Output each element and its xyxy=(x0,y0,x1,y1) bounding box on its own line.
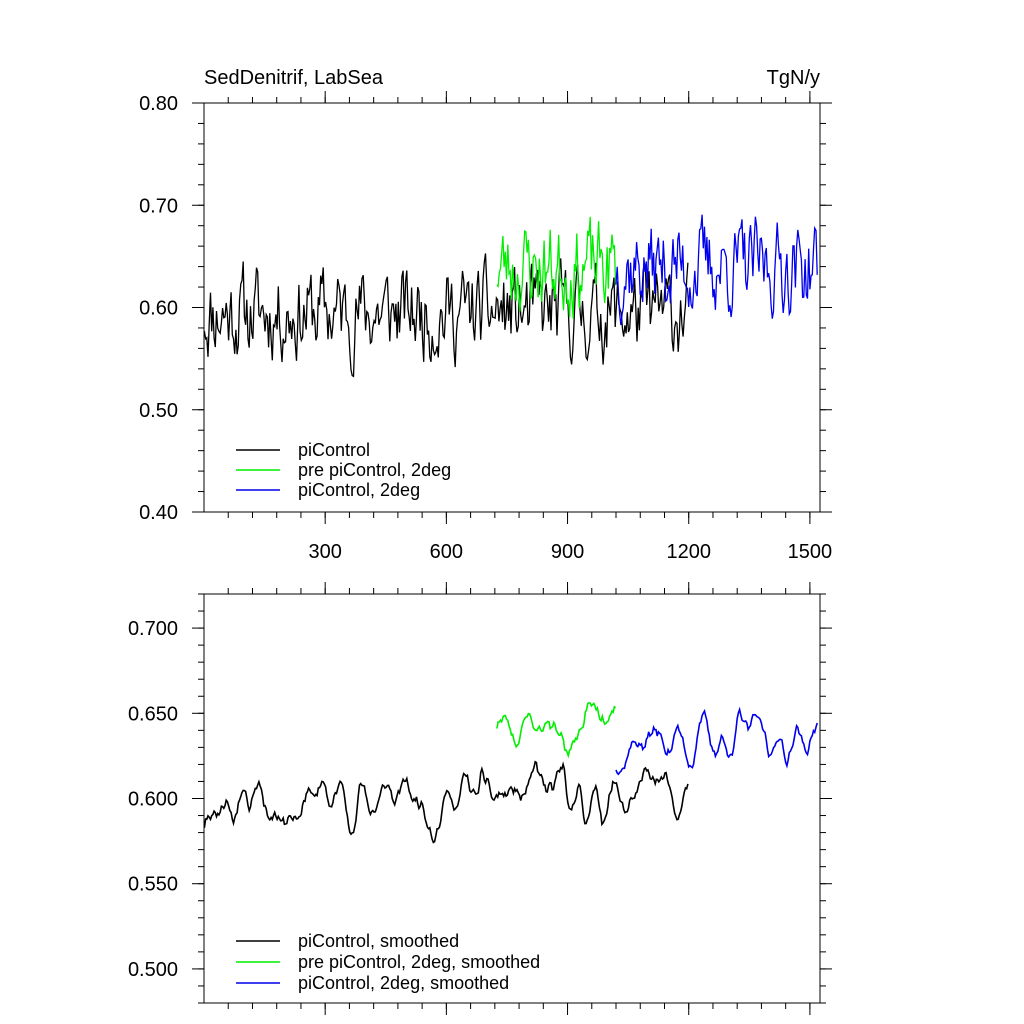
bottom-plot: 0.500 0.550 0.600 0.650 0.700 xyxy=(128,582,832,1015)
top-legend: piControl pre piControl, 2deg piControl,… xyxy=(236,440,451,500)
top-ytick-label-2: 0.60 xyxy=(139,298,178,320)
top-xtick-label-0: 300 xyxy=(308,541,341,563)
bottom-ytick-label-4: 0.700 xyxy=(128,618,178,640)
bottom-legend-label-1: pre piControl, 2deg, smoothed xyxy=(298,952,540,972)
top-xtick-label-4: 1500 xyxy=(788,541,833,563)
bottom-legend-label-2: piControl, 2deg, smoothed xyxy=(298,973,509,993)
top-title-right: TgN/y xyxy=(767,67,820,89)
bottom-series-line-2 xyxy=(615,706,818,776)
top-xtick-label-1: 600 xyxy=(430,541,463,563)
top-ytick-label-1: 0.50 xyxy=(139,400,178,422)
top-ytick-label-3: 0.70 xyxy=(139,195,178,217)
bottom-ytick-label-0: 0.500 xyxy=(128,959,178,981)
top-xtick-label-3: 1200 xyxy=(666,541,711,563)
bottom-series-line-0 xyxy=(203,760,689,844)
top-series-line-0 xyxy=(203,253,689,378)
top-series-line-1 xyxy=(496,216,617,319)
top-plot: 0.40 0.50 0.60 0.70 0.80 300 600 900 1200 1500 xyxy=(139,91,832,563)
top-ytick-label-4: 0.80 xyxy=(139,93,178,115)
top-title-left: SedDenitrif, LabSea xyxy=(204,67,384,89)
bottom-series-line-1 xyxy=(496,701,617,759)
bottom-ytick-label-3: 0.650 xyxy=(128,703,178,725)
bottom-ytick-label-1: 0.550 xyxy=(128,874,178,896)
top-legend-label-0: piControl xyxy=(298,440,370,460)
top-series-line-2 xyxy=(615,214,818,326)
bottom-ytick-label-2: 0.600 xyxy=(128,789,178,811)
top-legend-label-1: pre piControl, 2deg xyxy=(298,460,451,480)
bottom-legend-label-0: piControl, smoothed xyxy=(298,931,459,951)
bottom-legend: piControl, smoothed pre piControl, 2deg,… xyxy=(236,931,540,993)
top-ytick-label-0: 0.40 xyxy=(139,502,178,524)
top-legend-label-2: piControl, 2deg xyxy=(298,480,420,500)
top-xtick-label-2: 900 xyxy=(551,541,584,563)
